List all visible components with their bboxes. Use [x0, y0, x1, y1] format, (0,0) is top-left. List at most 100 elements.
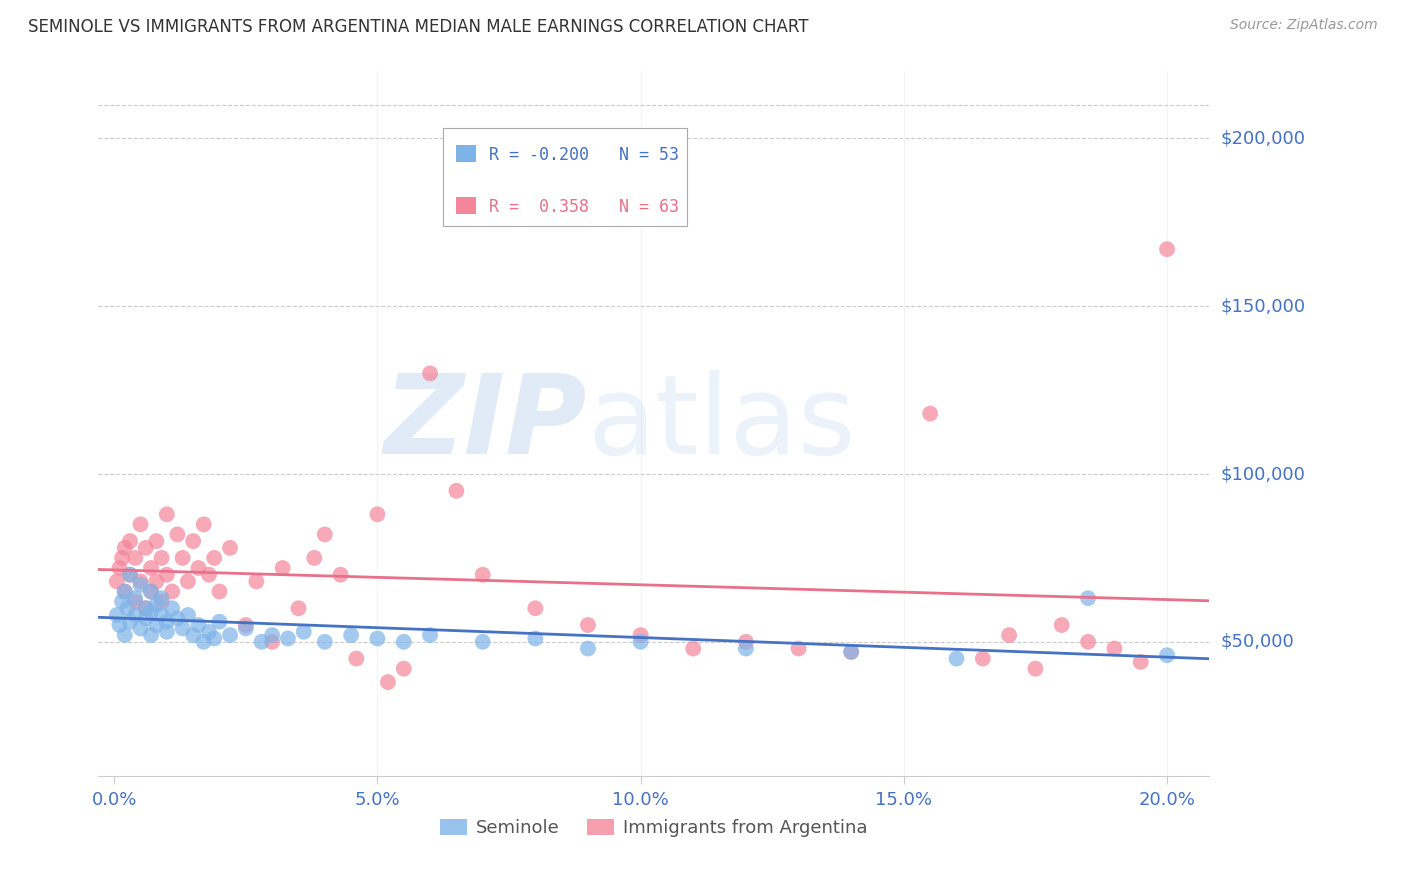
Point — [187, 618, 209, 632]
Point — [108, 618, 131, 632]
Point — [129, 517, 152, 532]
Point — [271, 561, 294, 575]
Point — [187, 561, 209, 575]
Point — [150, 607, 173, 622]
Point — [344, 651, 367, 665]
Point — [129, 574, 152, 589]
Point — [419, 367, 441, 381]
Point — [471, 567, 494, 582]
Point — [250, 635, 273, 649]
Point — [111, 550, 134, 565]
Point — [208, 615, 231, 629]
Point — [124, 607, 146, 622]
Point — [198, 567, 221, 582]
Text: R = -0.200   N = 53: R = -0.200 N = 53 — [489, 145, 679, 163]
Point — [630, 635, 652, 649]
Point — [129, 621, 152, 635]
Point — [1104, 641, 1126, 656]
Point — [150, 550, 173, 565]
Point — [172, 621, 194, 635]
Point — [392, 635, 415, 649]
Point — [135, 611, 157, 625]
Point — [139, 561, 162, 575]
Point — [124, 594, 146, 608]
Point — [235, 618, 257, 632]
Text: ZIP: ZIP — [384, 370, 588, 477]
Point — [524, 601, 547, 615]
Point — [329, 567, 352, 582]
Point — [139, 584, 162, 599]
Point — [314, 527, 336, 541]
Point — [1156, 242, 1178, 256]
Point — [576, 618, 599, 632]
Point — [1077, 591, 1099, 606]
Point — [839, 645, 862, 659]
Point — [135, 601, 157, 615]
Point — [129, 578, 152, 592]
Point — [124, 550, 146, 565]
Point — [111, 594, 134, 608]
Point — [235, 621, 257, 635]
Point — [181, 534, 204, 549]
Point — [118, 534, 141, 549]
Point — [105, 574, 128, 589]
Point — [208, 584, 231, 599]
Point — [139, 605, 162, 619]
Point — [419, 628, 441, 642]
Point — [972, 651, 994, 665]
FancyBboxPatch shape — [456, 145, 477, 161]
Point — [787, 641, 810, 656]
Point — [366, 508, 388, 522]
Point — [735, 635, 758, 649]
Point — [139, 628, 162, 642]
Point — [945, 651, 967, 665]
Point — [1129, 655, 1152, 669]
Point — [377, 675, 399, 690]
Point — [392, 662, 415, 676]
Point — [114, 584, 136, 599]
Point — [166, 611, 188, 625]
Point — [1024, 662, 1046, 676]
Point — [277, 632, 299, 646]
Point — [471, 635, 494, 649]
Point — [135, 601, 157, 615]
Point — [105, 607, 128, 622]
FancyBboxPatch shape — [456, 197, 477, 214]
Point — [998, 628, 1021, 642]
Point — [166, 527, 188, 541]
Point — [156, 508, 179, 522]
Legend: Seminole, Immigrants from Argentina: Seminole, Immigrants from Argentina — [433, 812, 875, 845]
Point — [135, 541, 157, 555]
Point — [114, 628, 136, 642]
Point — [124, 591, 146, 606]
Point — [198, 624, 221, 639]
Point — [117, 601, 139, 615]
Point — [630, 628, 652, 642]
Point — [160, 601, 183, 615]
Point — [114, 541, 136, 555]
Text: SEMINOLE VS IMMIGRANTS FROM ARGENTINA MEDIAN MALE EARNINGS CORRELATION CHART: SEMINOLE VS IMMIGRANTS FROM ARGENTINA ME… — [28, 18, 808, 36]
Point — [177, 574, 200, 589]
Point — [839, 645, 862, 659]
Point — [156, 567, 179, 582]
Point — [1077, 635, 1099, 649]
Point — [156, 624, 179, 639]
Point — [219, 628, 242, 642]
Point — [172, 550, 194, 565]
Point — [145, 574, 167, 589]
Point — [1156, 648, 1178, 663]
Point — [245, 574, 267, 589]
Point — [202, 550, 225, 565]
Point — [314, 635, 336, 649]
Point — [145, 598, 167, 612]
Text: Source: ZipAtlas.com: Source: ZipAtlas.com — [1230, 18, 1378, 32]
Point — [118, 567, 141, 582]
Point — [262, 628, 284, 642]
Point — [150, 591, 173, 606]
Point — [1050, 618, 1073, 632]
Point — [118, 615, 141, 629]
Text: atlas: atlas — [588, 370, 856, 477]
Point — [446, 483, 468, 498]
Point — [304, 550, 326, 565]
Point — [150, 594, 173, 608]
